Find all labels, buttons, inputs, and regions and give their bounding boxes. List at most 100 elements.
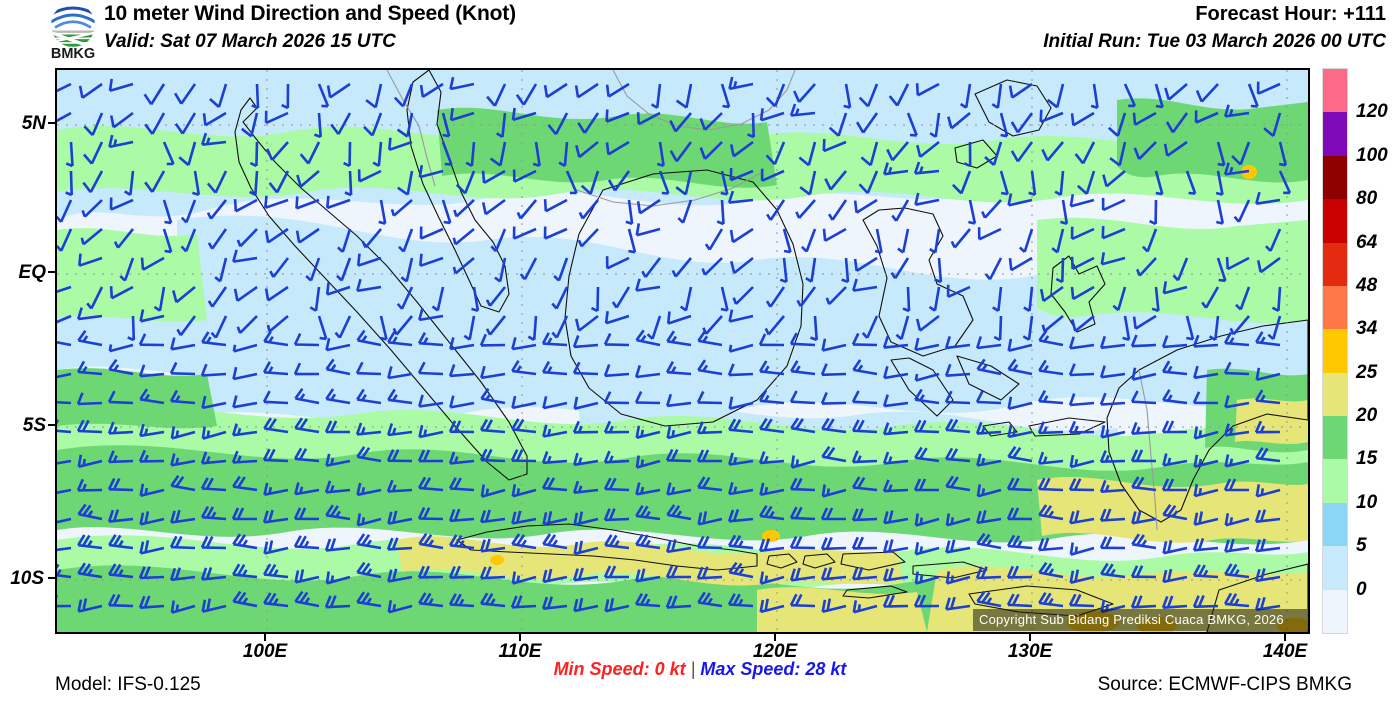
wind-barb (57, 488, 72, 494)
wind-barb (1255, 191, 1281, 205)
colorbar-tick-10: 10 (1356, 491, 1378, 513)
colorbar-tick-25: 25 (1356, 361, 1378, 383)
wind-barb (448, 451, 475, 465)
map-panel[interactable] (55, 68, 1310, 634)
political-borders (386, 70, 1158, 531)
wind-barb (914, 372, 940, 382)
wind-barb (336, 257, 352, 282)
valid-time: Valid: Sat 07 March 2026 15 UTC (104, 31, 396, 52)
wind-barb (851, 508, 878, 522)
wind-barb (1069, 542, 1095, 556)
wind-barb (77, 503, 103, 521)
wind-barb (57, 228, 73, 252)
wind-barb (449, 337, 475, 351)
x-tick-label-140e: 140E (1262, 641, 1308, 662)
wind-barb (1007, 445, 1033, 463)
colorbar-tick-100: 100 (1356, 144, 1388, 166)
wind-barb (852, 278, 878, 292)
wind-barb (759, 598, 785, 614)
wind-barb (200, 566, 227, 581)
wind-barb (1037, 451, 1064, 465)
copyright-watermark: Copyright Sub Bidang Prediksi Cuaca BMKG… (973, 609, 1307, 631)
wind-barb (603, 364, 630, 378)
wind-barb (851, 390, 878, 405)
max-speed-value: 28 kt (805, 659, 847, 679)
wind-barb (1099, 479, 1126, 493)
wind-barb (1195, 83, 1219, 103)
wind-barb (666, 539, 692, 554)
colorbar-band-2 (1323, 502, 1347, 547)
wind-barb (697, 511, 723, 526)
wind-barb (574, 314, 599, 332)
wind-barb (448, 534, 475, 550)
wind-barb (882, 479, 909, 493)
colorbar[interactable] (1322, 68, 1348, 634)
wind-barb (697, 476, 723, 492)
wind-barb (747, 112, 755, 139)
colorbar-band-0 (1323, 589, 1347, 633)
wind-barb (388, 137, 413, 152)
wind-barb (1224, 395, 1250, 409)
logo-wordmark: BMKG (51, 46, 95, 60)
wind-barb (1090, 83, 1099, 109)
wind-barb (1278, 170, 1292, 195)
wind-barb (200, 505, 227, 521)
wind-barb (417, 449, 444, 463)
wind-barb (519, 257, 538, 281)
wind-barb (1008, 256, 1033, 272)
wind-barb (481, 169, 506, 185)
wind-barb (1223, 331, 1250, 347)
wind-barb (262, 361, 289, 376)
wind-barb (1192, 564, 1219, 579)
wind-barb (1154, 83, 1164, 109)
wind-barb (512, 169, 537, 183)
wind-barb (386, 423, 413, 437)
wind-barb (543, 226, 568, 240)
wind-barb (959, 83, 972, 109)
wind-barb (1223, 423, 1250, 437)
wind-barb (448, 364, 475, 378)
wind-barb (379, 315, 388, 341)
wind-barb (944, 390, 971, 405)
wind-barb (200, 363, 227, 377)
wind-barb (820, 363, 847, 377)
wind-barb (294, 482, 320, 496)
wind-barb (452, 257, 475, 275)
wind-barb (603, 508, 630, 522)
wind-barb (944, 336, 971, 350)
wind-barb (603, 450, 630, 464)
wind-barb (730, 256, 754, 275)
wind-barb (400, 257, 414, 283)
wind-barb (976, 453, 1002, 467)
wind-barb (1007, 193, 1033, 207)
wind-barb (264, 285, 289, 302)
wind-barb (1007, 396, 1033, 410)
wind-barb (1122, 315, 1131, 341)
wind-barb (448, 565, 475, 579)
wind-barb (999, 112, 1009, 138)
wind-barb (603, 420, 630, 434)
wind-barb (944, 447, 971, 463)
wind-barb (268, 170, 290, 194)
wind-barb (57, 546, 72, 552)
wind-barb (266, 141, 289, 161)
wind-barb (603, 391, 630, 405)
wind-barb (330, 112, 352, 135)
wind-barb (759, 482, 785, 496)
wind-barb (1161, 595, 1188, 609)
wind-barb (324, 480, 351, 494)
wind-barb (1007, 424, 1033, 439)
wind-barb (431, 286, 445, 312)
wind-barb (1267, 315, 1282, 340)
wind-barb (697, 330, 723, 347)
wind-barb (386, 537, 413, 551)
wind-barb (232, 533, 258, 550)
wind-barb (357, 169, 382, 183)
wind-barb (572, 480, 599, 494)
wind-barb (945, 513, 971, 527)
wind-barb (573, 511, 599, 526)
wind-barb (139, 540, 165, 555)
wind-barb (590, 286, 600, 313)
wind-barb (914, 571, 940, 585)
x-tick-130e (1029, 634, 1031, 641)
